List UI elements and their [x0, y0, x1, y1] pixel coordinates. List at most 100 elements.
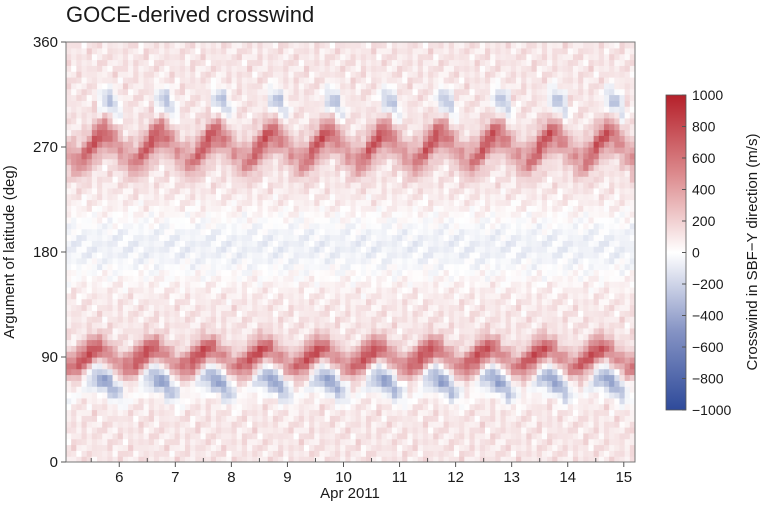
heatmap-cell — [303, 164, 310, 171]
heatmap-cell — [112, 158, 119, 166]
heatmap-cell — [210, 211, 217, 218]
heatmap-cell — [81, 123, 88, 131]
heatmap-cell — [309, 217, 315, 224]
heatmap-cell — [334, 94, 341, 101]
heatmap-cell — [345, 257, 352, 265]
heatmap-cell — [86, 176, 93, 183]
heatmap-cell — [252, 182, 258, 189]
heatmap-cell — [133, 386, 140, 393]
heatmap-cell — [112, 217, 119, 224]
heatmap-cell — [257, 339, 264, 346]
heatmap-cell — [133, 129, 140, 136]
heatmap-cell — [128, 65, 134, 72]
heatmap-cell — [236, 112, 243, 119]
heatmap-cell — [81, 392, 88, 399]
heatmap-cell — [355, 199, 362, 206]
heatmap-cell — [267, 228, 274, 236]
heatmap-cell — [159, 222, 165, 230]
heatmap-cell — [102, 339, 108, 346]
heatmap-cell — [71, 129, 77, 136]
heatmap-cell — [303, 281, 310, 288]
heatmap-cell — [216, 257, 222, 265]
heatmap-cell — [314, 444, 321, 451]
heatmap-cell — [278, 112, 284, 119]
heatmap-cell — [391, 217, 398, 224]
heatmap-cell — [329, 327, 336, 335]
heatmap-cell — [319, 65, 326, 72]
heatmap-cell — [216, 357, 222, 364]
heatmap-cell — [231, 170, 238, 177]
heatmap-cell — [298, 339, 305, 346]
heatmap-cell — [169, 176, 176, 183]
heatmap-cell — [278, 316, 284, 323]
heatmap-cell — [262, 170, 269, 177]
heatmap-cell — [76, 82, 83, 90]
heatmap-cell — [324, 59, 331, 66]
heatmap-cell — [386, 357, 393, 364]
heatmap-cell — [303, 170, 310, 177]
heatmap-cell — [195, 187, 202, 195]
heatmap-cell — [391, 77, 398, 84]
heatmap-cell — [236, 310, 243, 317]
heatmap-cell — [143, 310, 150, 317]
heatmap-cell — [386, 176, 393, 183]
heatmap-cell — [117, 316, 124, 323]
heatmap-cell — [324, 205, 331, 212]
heatmap-cell — [184, 129, 191, 136]
heatmap-cell — [340, 397, 346, 405]
heatmap-cell — [288, 409, 295, 416]
heatmap-cell — [350, 304, 357, 311]
heatmap-cell — [216, 234, 222, 241]
heatmap-cell — [159, 88, 165, 96]
heatmap-cell — [169, 409, 176, 416]
heatmap-cell — [128, 421, 134, 428]
heatmap-cell — [303, 357, 310, 364]
heatmap-cell — [138, 345, 145, 352]
heatmap-cell — [169, 357, 176, 364]
heatmap-cell — [102, 252, 108, 259]
heatmap-cell — [91, 246, 98, 253]
heatmap-cell — [205, 234, 212, 241]
heatmap-cell — [71, 187, 77, 195]
heatmap-cell — [138, 47, 145, 55]
heatmap-cell — [257, 117, 264, 125]
heatmap-cell — [293, 252, 300, 259]
heatmap-cell — [200, 304, 207, 311]
heatmap-cell — [257, 392, 264, 399]
heatmap-cell — [148, 415, 155, 422]
heatmap-cell — [324, 450, 331, 457]
heatmap-cell — [236, 257, 243, 265]
heatmap-cell — [91, 100, 98, 107]
heatmap-cell — [376, 152, 383, 160]
heatmap-cell — [195, 158, 202, 166]
heatmap-cell — [107, 182, 114, 189]
heatmap-cell — [122, 246, 129, 253]
heatmap-cell — [169, 193, 176, 201]
heatmap-cell — [422, 327, 429, 335]
heatmap-cell — [112, 77, 119, 84]
heatmap-cell — [66, 269, 72, 276]
heatmap-cell — [293, 427, 300, 434]
heatmap-cell — [334, 403, 341, 411]
heatmap-cell — [133, 94, 140, 101]
heatmap-cell — [221, 193, 227, 201]
heatmap-cell — [350, 182, 357, 189]
heatmap-cell — [143, 112, 150, 119]
heatmap-cell — [107, 94, 114, 101]
heatmap-cell — [298, 141, 305, 148]
heatmap-cell — [334, 217, 341, 224]
heatmap-cell — [71, 316, 77, 323]
heatmap-cell — [221, 164, 227, 171]
heatmap-cell — [210, 182, 217, 189]
heatmap-cell — [412, 211, 419, 218]
heatmap-cell — [407, 158, 414, 166]
heatmap-cell — [128, 228, 134, 236]
heatmap-cell — [102, 42, 108, 49]
heatmap-cell — [195, 444, 202, 451]
heatmap-cell — [216, 421, 222, 428]
heatmap-cell — [97, 415, 103, 422]
heatmap-cell — [81, 246, 88, 253]
heatmap-cell — [366, 287, 372, 294]
heatmap-cell — [417, 298, 424, 306]
heatmap-cell — [402, 141, 408, 148]
